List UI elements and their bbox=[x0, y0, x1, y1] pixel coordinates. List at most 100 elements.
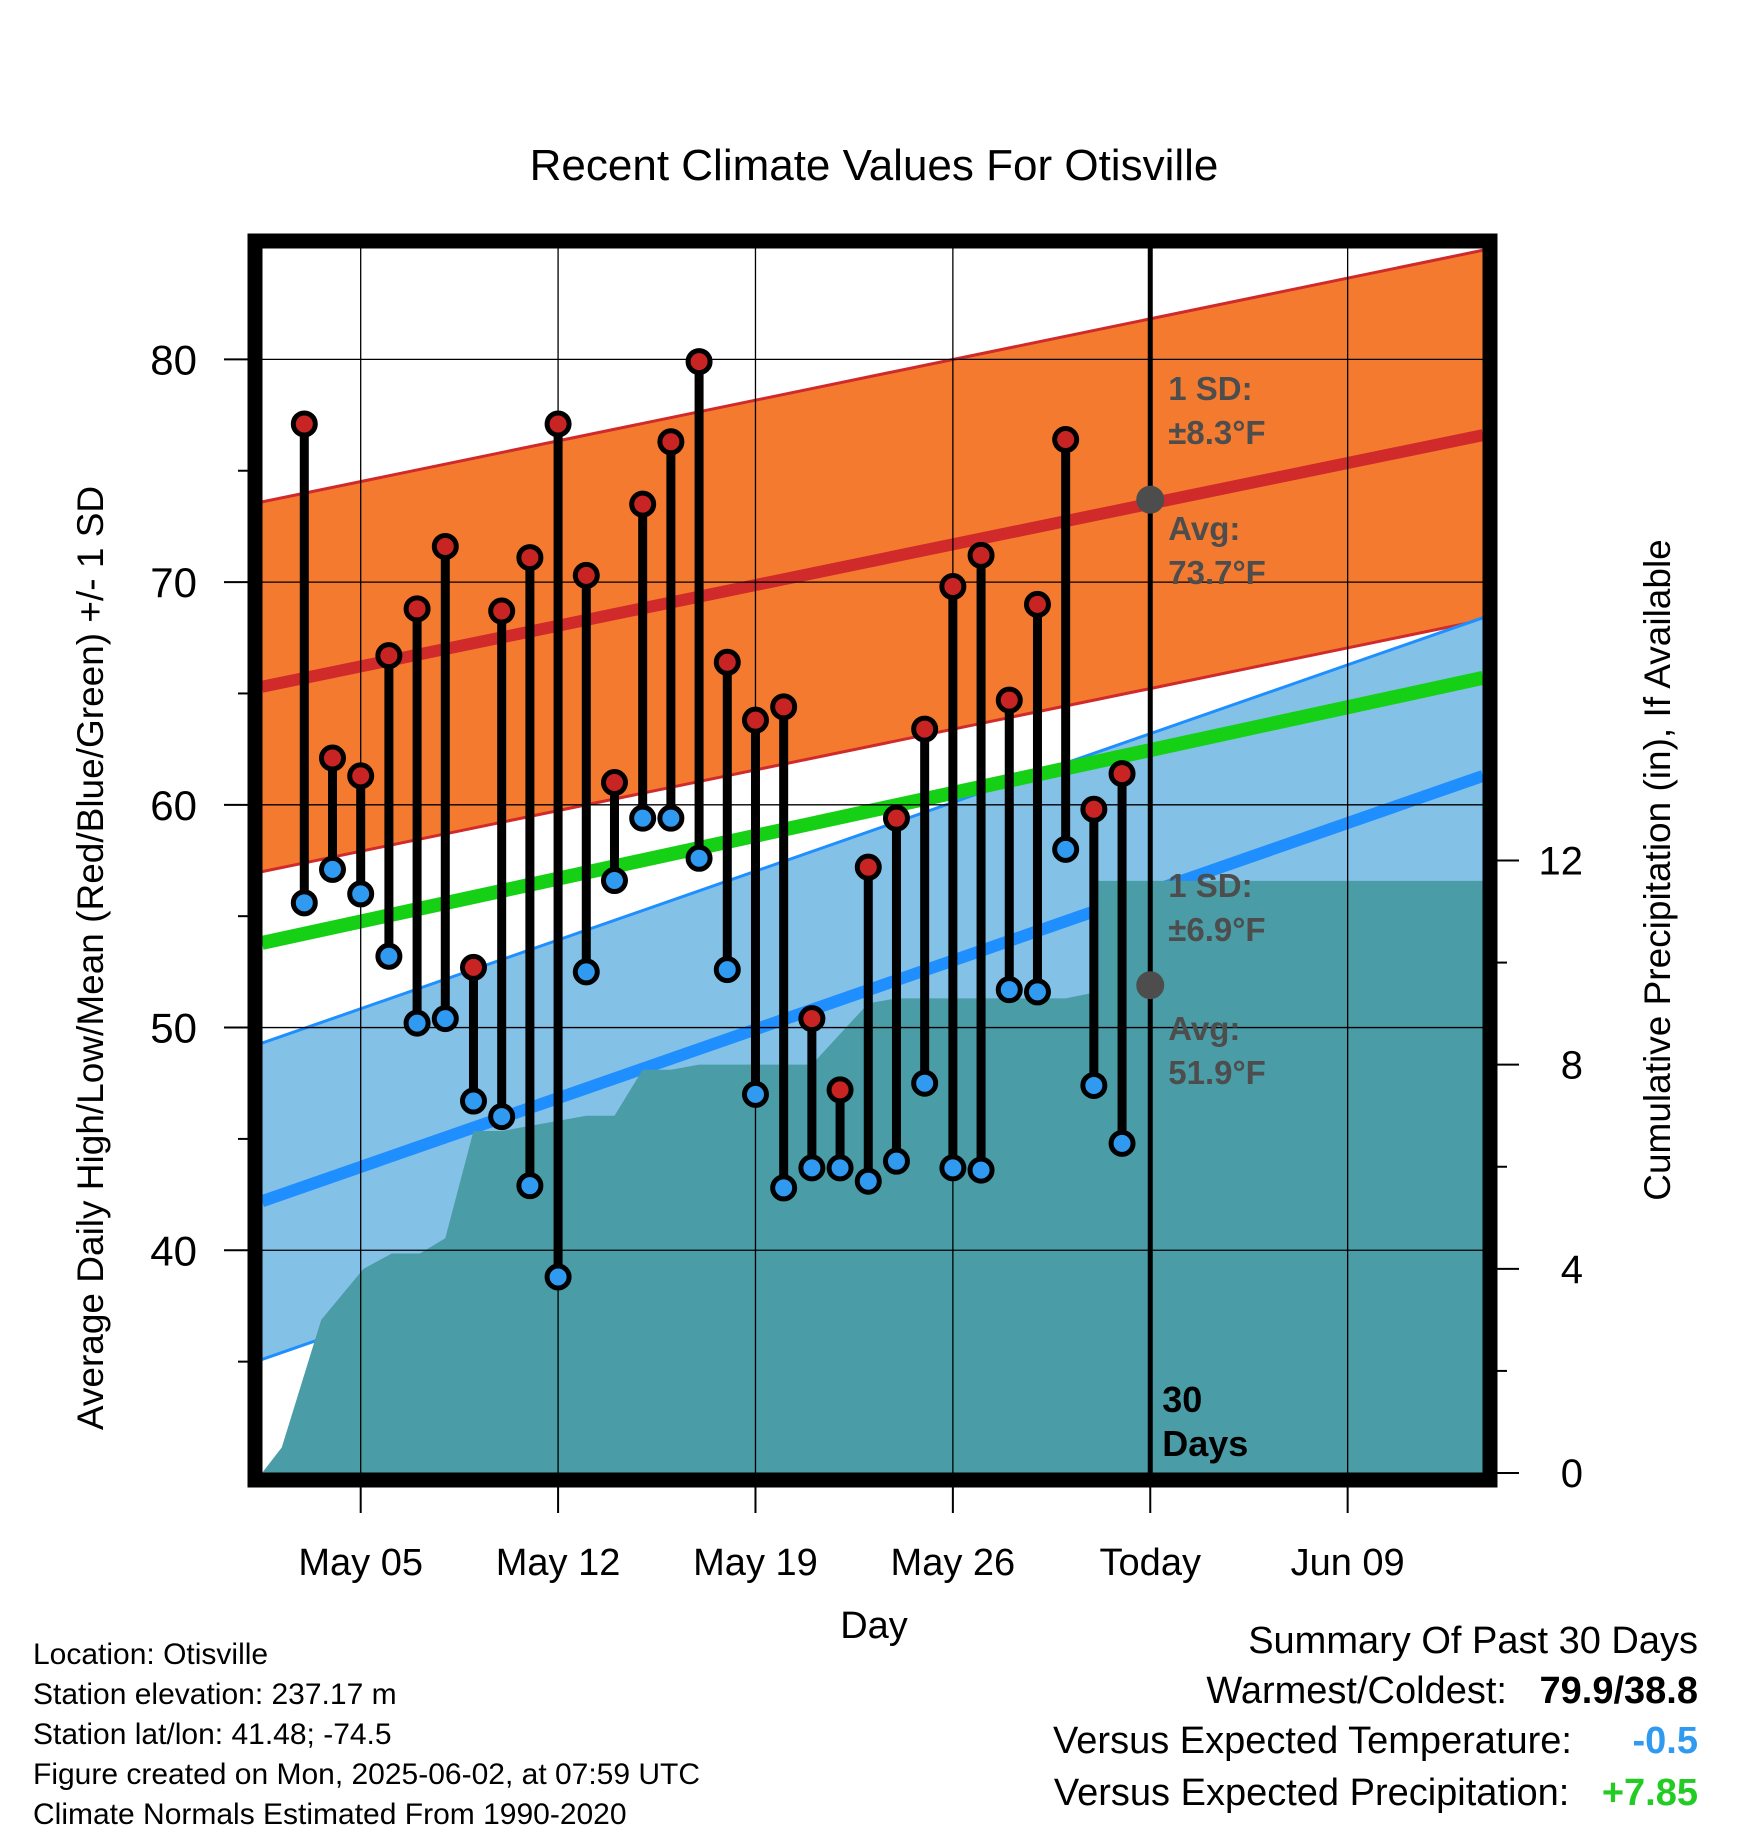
x-axis-label: Day bbox=[840, 1605, 908, 1647]
observed-high-point bbox=[629, 490, 657, 518]
x-tick-label: May 19 bbox=[693, 1542, 818, 1584]
observed-low-point bbox=[1052, 835, 1080, 863]
observed-high-point bbox=[1108, 760, 1136, 788]
today-high-avg-dot bbox=[1136, 485, 1165, 514]
observed-high-point bbox=[1023, 590, 1051, 618]
observed-low-point bbox=[403, 1009, 431, 1037]
station-location: Location: Otisville bbox=[33, 1638, 269, 1671]
x-tick-label: Jun 09 bbox=[1291, 1542, 1405, 1584]
observed-low-point bbox=[967, 1156, 995, 1184]
observed-low-point bbox=[375, 942, 403, 970]
observed-low-point bbox=[600, 867, 628, 895]
observed-high-point bbox=[741, 706, 769, 734]
high-sd-label: 1 SD: bbox=[1168, 370, 1252, 407]
observed-low-point bbox=[516, 1172, 544, 1200]
observed-low-point bbox=[1108, 1129, 1136, 1157]
observed-high-point bbox=[459, 953, 487, 981]
observed-low-point bbox=[488, 1103, 516, 1131]
observed-high-point bbox=[854, 853, 882, 881]
y2-tick-label: 12 bbox=[1539, 840, 1584, 884]
plot-area bbox=[262, 248, 1483, 1473]
high-sd-band-upper-edge bbox=[262, 248, 1483, 504]
window-count: 30 bbox=[1162, 1379, 1202, 1420]
observed-high-point bbox=[290, 410, 318, 438]
window-unit: Days bbox=[1162, 1423, 1248, 1464]
observed-high-point bbox=[1052, 426, 1080, 454]
observed-high-point bbox=[798, 1005, 826, 1033]
observed-high-point bbox=[600, 769, 628, 797]
observed-low-point bbox=[657, 804, 685, 832]
precip-vs-expected-label: Versus Expected Precipitation: bbox=[1053, 1772, 1570, 1814]
observed-high-point bbox=[516, 544, 544, 572]
precip-vs-expected-value: +7.85 bbox=[1601, 1772, 1698, 1814]
observed-low-point bbox=[826, 1154, 854, 1182]
y2-axis-label: Cumulative Precipitation (in), If Availa… bbox=[1637, 539, 1678, 1201]
observed-high-point bbox=[826, 1076, 854, 1104]
observed-low-point bbox=[685, 844, 713, 872]
y-tick-label: 60 bbox=[150, 782, 197, 829]
observed-high-point bbox=[431, 532, 459, 560]
high-sd-band-lower-edge bbox=[262, 618, 1483, 874]
observed-low-point bbox=[939, 1154, 967, 1182]
observed-high-point bbox=[911, 715, 939, 743]
observed-high-point bbox=[375, 642, 403, 670]
observed-low-point bbox=[995, 976, 1023, 1004]
observed-high-point bbox=[1080, 795, 1108, 823]
observed-low-point bbox=[713, 956, 741, 984]
temp-vs-expected-value: -0.5 bbox=[1632, 1720, 1698, 1762]
station-latlon: Station lat/lon: 41.48; -74.5 bbox=[33, 1718, 392, 1751]
observed-high-point bbox=[403, 595, 431, 623]
y-tick-label: 70 bbox=[150, 559, 197, 606]
observed-high-point bbox=[488, 597, 516, 625]
observed-low-point bbox=[1023, 978, 1051, 1006]
observed-high-point bbox=[572, 561, 600, 589]
summary-heading: Summary Of Past 30 Days bbox=[1248, 1620, 1698, 1662]
observed-low-point bbox=[290, 889, 318, 917]
observed-low-point bbox=[911, 1069, 939, 1097]
high-avg-label: Avg: bbox=[1168, 510, 1240, 547]
normal-mean-line bbox=[262, 671, 1483, 950]
y2-tick-label: 8 bbox=[1561, 1044, 1583, 1088]
today-low-avg-dot bbox=[1136, 971, 1165, 1000]
y-tick-label: 80 bbox=[150, 336, 197, 383]
high-sd-value: ±8.3°F bbox=[1168, 414, 1265, 451]
station-elevation: Station elevation: 237.17 m bbox=[33, 1678, 397, 1711]
observed-high-point bbox=[939, 573, 967, 601]
observed-high-point bbox=[347, 762, 375, 790]
x-tick-label: Today bbox=[1100, 1542, 1201, 1584]
observed-high-point bbox=[995, 686, 1023, 714]
observed-low-point bbox=[1080, 1071, 1108, 1099]
observed-high-point bbox=[318, 744, 346, 772]
figure-created: Figure created on Mon, 2025-06-02, at 07… bbox=[33, 1758, 701, 1791]
normal-high-line bbox=[262, 429, 1483, 693]
x-tick-label: May 12 bbox=[496, 1542, 621, 1584]
observed-high-point bbox=[882, 804, 910, 832]
summary-precipitation: Versus Expected Precipitation: +7.85 bbox=[1054, 1772, 1698, 1815]
observed-low-point bbox=[459, 1087, 487, 1115]
observed-high-point bbox=[657, 428, 685, 456]
summary-temperature: Versus Expected Temperature: -0.5 bbox=[1053, 1720, 1698, 1763]
y-axis-label: Average Daily High/Low/Mean (Red/Blue/Gr… bbox=[70, 486, 111, 1430]
chart-title: Recent Climate Values For Otisville bbox=[530, 141, 1219, 190]
observed-low-point bbox=[882, 1147, 910, 1175]
low-sd-value: ±6.9°F bbox=[1168, 911, 1265, 948]
observed-low-point bbox=[544, 1263, 572, 1291]
low-sd-label: 1 SD: bbox=[1168, 867, 1252, 904]
temp-vs-expected-label: Versus Expected Temperature: bbox=[1053, 1720, 1572, 1762]
observed-high-point bbox=[544, 410, 572, 438]
observed-high-point bbox=[713, 648, 741, 676]
warm-cold-value: 79.9/38.8 bbox=[1539, 1670, 1698, 1712]
low-avg-value: 51.9°F bbox=[1168, 1054, 1266, 1091]
y-tick-label: 40 bbox=[150, 1227, 197, 1274]
observed-high-point bbox=[967, 541, 995, 569]
observed-high-point bbox=[685, 348, 713, 376]
warm-cold-label: Warmest/Coldest: bbox=[1206, 1670, 1507, 1712]
high-avg-value: 73.7°F bbox=[1168, 554, 1266, 591]
observed-high-point bbox=[770, 693, 798, 721]
y2-tick-label: 4 bbox=[1561, 1248, 1583, 1292]
observed-low-point bbox=[770, 1174, 798, 1202]
x-tick-label: May 26 bbox=[891, 1542, 1016, 1584]
observed-low-point bbox=[347, 880, 375, 908]
observed-low-point bbox=[572, 958, 600, 986]
